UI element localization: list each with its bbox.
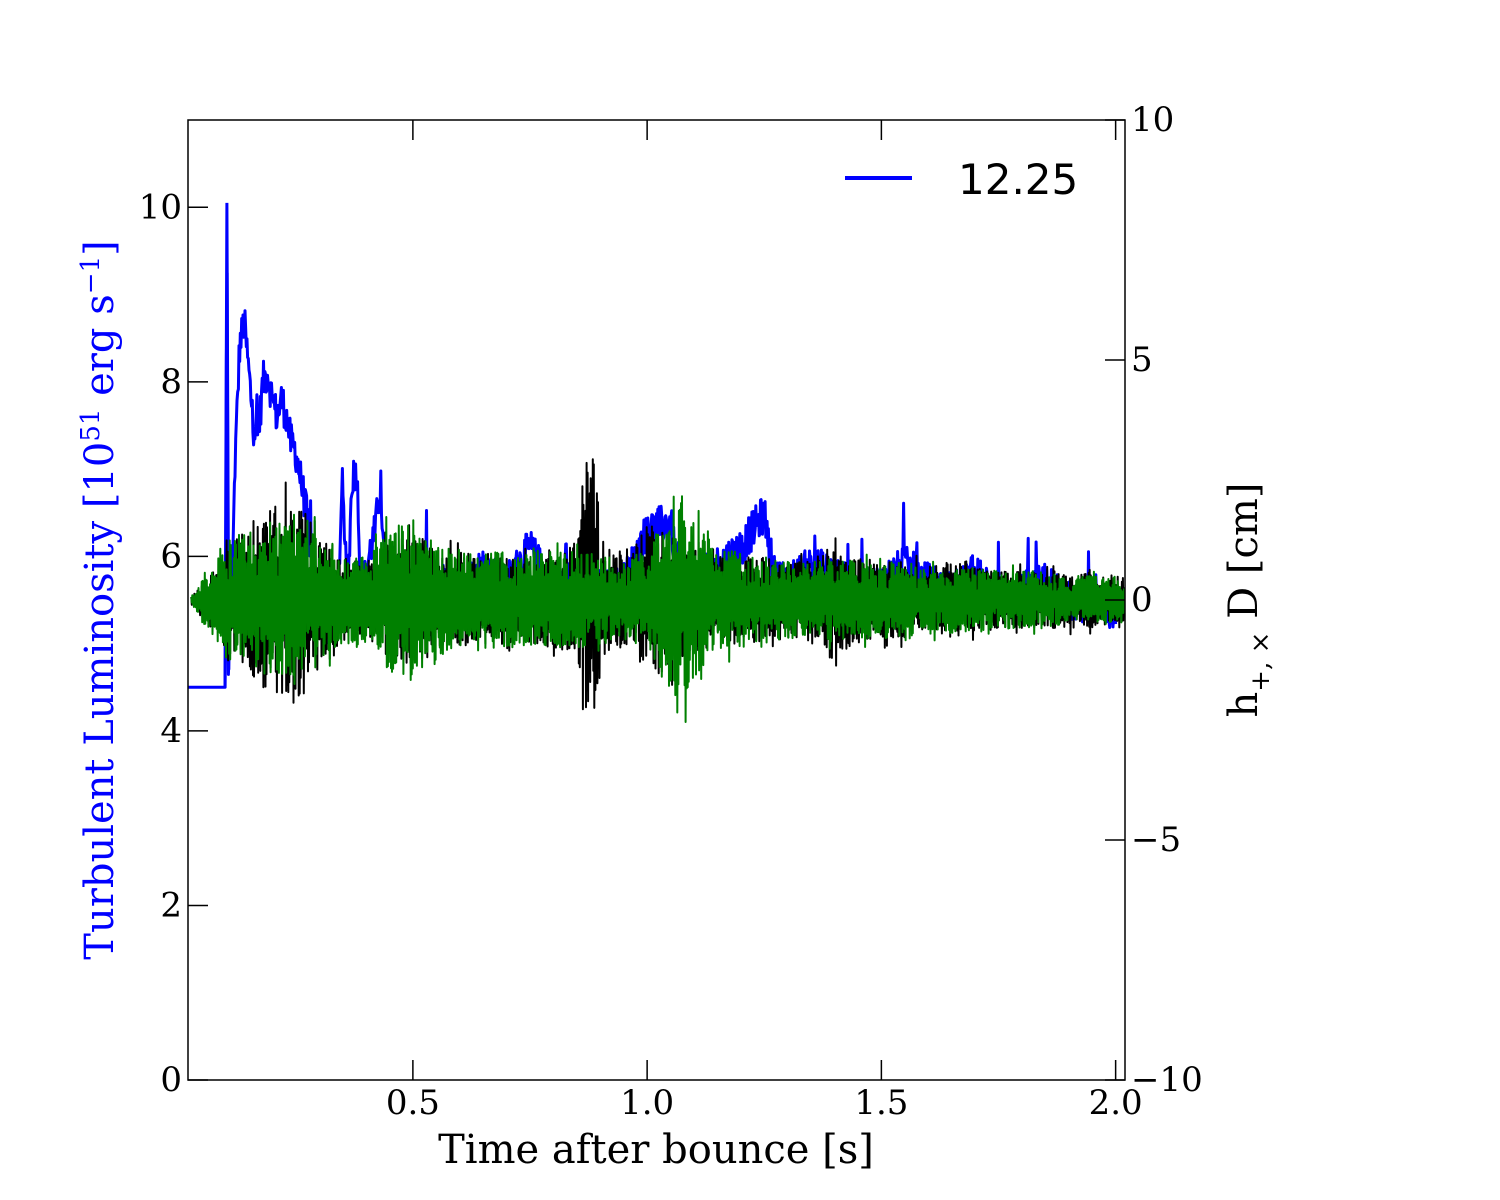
series-layer: [188, 202, 1125, 723]
y-left-tick-label: 0: [160, 1060, 182, 1100]
x-tick-label: 0.5: [386, 1083, 440, 1123]
legend: 12.25: [845, 155, 1078, 204]
x-axis-title: Time after bounce [s]: [438, 1127, 874, 1173]
y-left-tick-label: 6: [160, 536, 182, 576]
y-left-tick-label: 8: [160, 362, 182, 402]
y-left-tick-label: 4: [160, 711, 182, 751]
x-tick-label: 1.5: [854, 1083, 908, 1123]
y-axis-left-title: Turbulent Luminosity [1051 erg s−1]: [76, 240, 123, 959]
y-right-tick-label: −10: [1131, 1060, 1203, 1100]
luminosity-spike: [223, 202, 231, 688]
y-right-tick-label: 0: [1131, 580, 1153, 620]
x-tick-label: 1.0: [620, 1083, 674, 1123]
y-axis-left: 0 2 4 6 8 10: [139, 187, 208, 1100]
legend-label: 12.25: [958, 155, 1078, 204]
y-left-tick-label: 2: [160, 885, 182, 925]
series-line-h-cross-D: [190, 495, 1125, 723]
y-right-tick-label: −5: [1131, 820, 1181, 860]
y-right-tick-label: 5: [1131, 340, 1153, 380]
y-axis-right-title: h+, × D [cm]: [1221, 483, 1276, 718]
y-right-tick-label: 10: [1131, 100, 1174, 140]
y-left-tick-label: 10: [139, 187, 182, 227]
x-axis: 0.5 1.0 1.5 2.0: [386, 120, 1143, 1123]
x-tick-label: 2.0: [1089, 1083, 1143, 1123]
y-axis-right: −10 −5 0 5 10: [1105, 100, 1203, 1100]
